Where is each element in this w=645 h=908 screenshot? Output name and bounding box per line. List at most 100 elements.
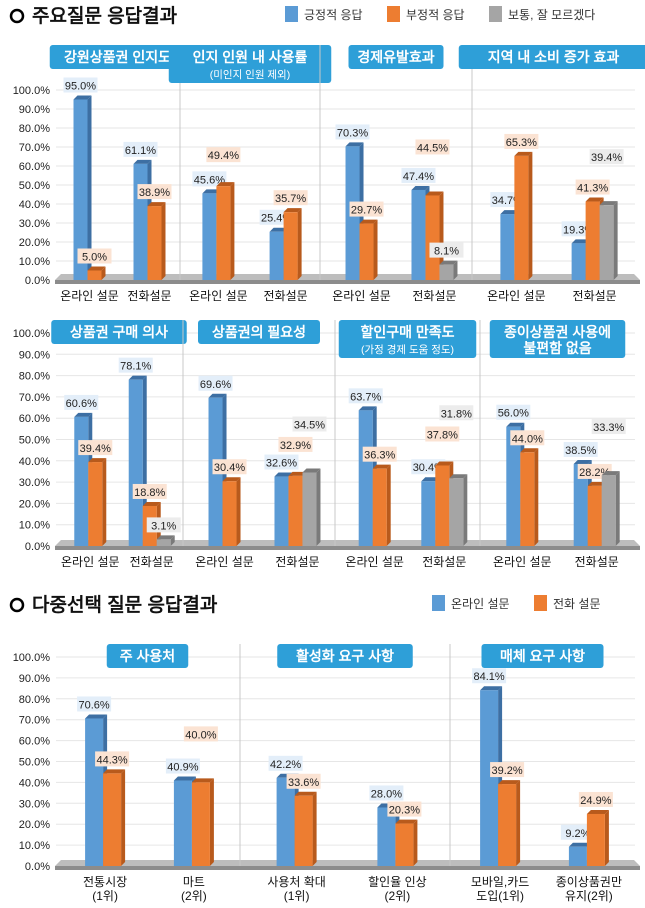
chart-title-box [49, 45, 186, 69]
data-label-bg [510, 430, 545, 446]
data-label: 39.4% [80, 443, 111, 455]
bar [500, 214, 515, 280]
bar [585, 201, 600, 280]
bar [498, 784, 517, 866]
bar [449, 478, 464, 546]
y-tick-label: 0.0% [25, 861, 50, 873]
data-label-bg [425, 426, 460, 442]
bar-side [386, 464, 391, 546]
data-label: 60.6% [66, 398, 97, 410]
legend-swatch [534, 595, 547, 611]
chart-title-box [51, 320, 187, 344]
data-label-bg [362, 446, 397, 462]
chart-floor [55, 540, 640, 546]
bar [586, 813, 605, 866]
y-tick-label: 100.0% [13, 85, 51, 97]
data-label-bg [369, 785, 404, 801]
chart-floor [55, 860, 640, 866]
chart-title-box [481, 644, 604, 668]
bar [294, 795, 313, 866]
data-label: 40.9% [167, 762, 198, 774]
bar-side [439, 191, 444, 280]
bar [87, 270, 102, 280]
bar [216, 186, 231, 280]
data-label: 44.5% [417, 142, 448, 154]
legend-label: 부정적 응답 [406, 8, 465, 22]
y-tick-label: 0.0% [25, 275, 50, 287]
data-label-bg [504, 133, 539, 149]
data-label-bg [63, 77, 98, 93]
data-label: 70.3% [337, 127, 368, 139]
x-category-label: 온라인 설문 [332, 289, 391, 303]
x-category-label: 유지(2위) [565, 889, 613, 903]
bar-top [345, 142, 364, 147]
x-category-label: 온라인 설문 [493, 555, 552, 569]
legend-label: 온라인 설문 [451, 597, 510, 611]
bar [568, 846, 587, 866]
x-category-label: 온라인 설문 [345, 555, 404, 569]
x-category-label: (1위) [284, 889, 310, 903]
chart-panel: 인지 인원 내 사용률(미인지 인원 제외)45.6%49.4%온라인 설문25… [168, 45, 332, 303]
y-tick-label: 40.0% [19, 456, 50, 468]
chart-panel: 할인구매 만족도(가정 경제 도움 정도)63.7%36.3%온라인 설문30.… [334, 320, 477, 569]
data-label-bg [589, 149, 624, 165]
bar [421, 481, 436, 546]
bar-top [498, 780, 521, 785]
data-label-bg [118, 357, 153, 373]
bar-top [421, 477, 440, 482]
y-tick-label: 60.0% [19, 161, 50, 173]
bar [520, 452, 535, 546]
bar [283, 212, 298, 280]
bar-top [103, 769, 126, 774]
bar [269, 231, 284, 280]
data-label-bg [472, 668, 507, 684]
data-label: 44.0% [512, 433, 543, 445]
y-tick-label: 20.0% [19, 498, 50, 510]
x-category-label: (1위) [92, 889, 118, 903]
y-tick-label: 30.0% [19, 477, 50, 489]
x-category-label: 전화설문 [575, 555, 619, 569]
x-category-label: 온라인 설문 [487, 289, 546, 303]
data-label: 78.1% [120, 361, 151, 373]
data-label: 95.0% [65, 81, 96, 93]
bar-top [133, 159, 152, 164]
data-label: 31.8% [441, 408, 472, 420]
data-label-bg [137, 184, 172, 200]
x-category-label: 종이상품권만 [556, 875, 622, 889]
bar-top [202, 189, 221, 194]
y-tick-label: 100.0% [13, 328, 51, 340]
bar [128, 379, 143, 546]
bar-side [102, 458, 107, 546]
bar [425, 195, 440, 280]
y-tick-label: 10.0% [19, 840, 50, 852]
bar-side [613, 201, 618, 280]
data-label: 24.9% [580, 795, 611, 807]
data-label-bg [95, 751, 130, 767]
bar-top [208, 393, 227, 398]
x-category-label: 도입(1위) [476, 889, 524, 903]
bar-top [480, 686, 503, 691]
bar-side [516, 780, 521, 866]
bar-top [439, 260, 458, 265]
bar-side [297, 208, 302, 280]
data-label: 56.0% [498, 408, 529, 420]
chart-title-box [198, 320, 320, 344]
bar-side [209, 778, 214, 866]
y-tick-label: 50.0% [19, 180, 50, 192]
bar [439, 264, 454, 280]
chart-title: 지역 내 소비 증가 효과 [488, 49, 620, 65]
chart-title: 할인구매 만족도 [360, 324, 454, 340]
data-label-bg [387, 801, 422, 817]
data-label: 44.3% [96, 754, 127, 766]
chart-title-box [277, 644, 413, 668]
legend-label: 전화 설문 [553, 597, 601, 611]
chart-floor-edge [55, 866, 640, 870]
bar [358, 410, 373, 546]
chart-title: 종이상품권 사용에 [504, 324, 611, 340]
legend-label: 긍정적 응답 [304, 8, 363, 22]
bar [222, 481, 237, 546]
bar-side [121, 769, 126, 866]
bar [514, 155, 529, 280]
x-category-label: 전화설문 [573, 289, 617, 303]
